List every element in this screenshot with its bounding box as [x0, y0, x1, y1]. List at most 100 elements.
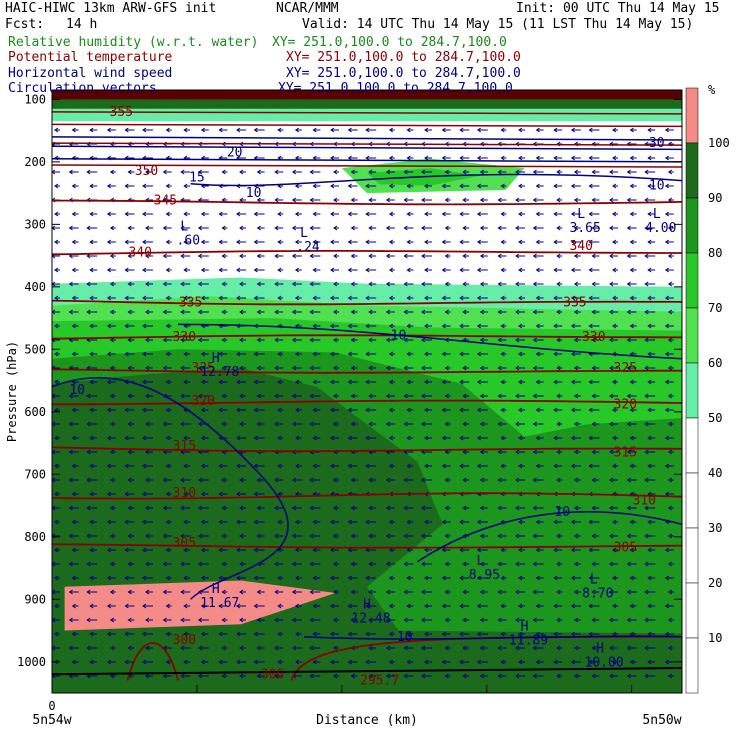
speed-contour-jet [52, 136, 682, 141]
wind-vector-head [365, 407, 370, 413]
wind-vector-head [612, 211, 617, 217]
wind-vector-head [256, 225, 261, 231]
theta-label: 320 [191, 394, 214, 409]
wind-vector-head [218, 295, 223, 301]
wind-vector-head [330, 407, 335, 413]
wind-vector-head [462, 645, 467, 651]
wind-vector-head [239, 561, 244, 567]
wind-vector-head [200, 519, 206, 525]
wind-vector-head [497, 197, 502, 203]
wind-vector-head [612, 295, 617, 301]
wind-vector-head [52, 589, 56, 595]
wind-vector-head [142, 267, 147, 273]
wind-vector-head [647, 379, 652, 385]
wind-vector-head [277, 519, 282, 525]
wind-vector-head [347, 631, 352, 637]
wind-vector-head [421, 421, 426, 427]
wind-vector-head [218, 127, 223, 133]
wind-vector-head [145, 617, 150, 623]
colorbar-swatch [685, 527, 699, 584]
wind-vector-head [421, 393, 426, 399]
wind-vector-head [162, 421, 167, 427]
wind-vector-head [591, 589, 596, 595]
wind-vector-head [612, 547, 617, 553]
wind-vector-head [626, 281, 631, 287]
wind-vector-head [500, 211, 505, 217]
wind-vector-head [309, 421, 314, 427]
wind-vector-head [89, 463, 94, 469]
theta-contour [52, 446, 682, 453]
wind-vector-head [124, 127, 129, 133]
wind-vector-head [330, 295, 335, 301]
wind-vector-head [294, 547, 300, 553]
wind-vector-head [221, 337, 226, 343]
wind-vector-head [667, 561, 673, 567]
wind-vector-head [424, 519, 429, 525]
wind-vector-head [609, 225, 614, 231]
wind-vector-head [347, 435, 352, 441]
init-time: Init: 00 UTC Thu 14 May 15 [516, 1, 720, 16]
wind-vector-head [667, 477, 673, 483]
wind-vector-head [221, 281, 226, 287]
wind-vector-head [200, 239, 206, 245]
wind-vector-head [667, 225, 673, 231]
wind-vector-head [312, 379, 317, 385]
wind-vector-head [535, 519, 540, 525]
wind-vector-head [368, 505, 373, 511]
wind-vector-head [54, 603, 59, 609]
wind-vector-head [573, 225, 579, 231]
wind-vector-head [421, 505, 426, 511]
wind-vector-head [277, 575, 282, 581]
wind-vector-head [570, 155, 576, 161]
wind-vector-head [570, 323, 576, 329]
wind-vector-head [462, 365, 467, 371]
wind-vector-head [197, 645, 203, 651]
wind-vector-head [629, 435, 634, 441]
wind-vector-head [256, 337, 261, 343]
wind-vector-head [253, 407, 258, 413]
wind-vector-head [629, 239, 634, 245]
wind-vector-head [459, 603, 464, 609]
wind-vector-head [350, 169, 355, 175]
wind-vector-head [629, 463, 634, 469]
wind-vector-head [556, 393, 561, 399]
wind-vector-head [626, 617, 631, 623]
wind-vector-head [368, 197, 373, 203]
wind-vector-head [591, 281, 596, 287]
wind-vector-head [365, 659, 370, 665]
theta-contour [52, 299, 682, 306]
theta-label: 295.7 [360, 674, 399, 689]
wind-vector-head [256, 197, 261, 203]
wind-vector-head [86, 505, 91, 511]
wind-vector-head [145, 673, 150, 679]
colorbar-tick-label: 50 [708, 411, 722, 425]
wind-vector-head [406, 547, 411, 553]
wind-vector-head [532, 449, 537, 455]
wind-vector-head [71, 491, 76, 497]
wind-vector-head [365, 211, 370, 217]
wind-vector-head [89, 659, 94, 665]
wind-vector-head [197, 533, 203, 539]
colorbar-swatch [685, 362, 699, 419]
wind-vector-head [89, 211, 94, 217]
wind-vector-head [312, 183, 317, 189]
wind-vector-head [54, 183, 59, 189]
wind-vector-head [462, 505, 467, 511]
wind-vector-head [221, 365, 226, 371]
extremum-value: 12.78 [200, 365, 239, 380]
speed-contour-10d [303, 635, 682, 640]
wind-vector-head [441, 323, 446, 329]
wind-vector-head [385, 197, 391, 203]
wind-vector-head [644, 617, 649, 623]
wind-vector-head [347, 323, 352, 329]
wind-vector-head [385, 477, 391, 483]
wind-vector-head [424, 603, 429, 609]
wind-vector-head [330, 631, 335, 637]
wind-vector-head [180, 337, 185, 343]
wind-vector-head [573, 197, 579, 203]
wind-vector-head [127, 589, 132, 595]
wind-vector-head [476, 295, 482, 301]
wind-vector-head [664, 267, 670, 273]
wind-vector-head [591, 645, 596, 651]
theta-contour [52, 199, 682, 206]
